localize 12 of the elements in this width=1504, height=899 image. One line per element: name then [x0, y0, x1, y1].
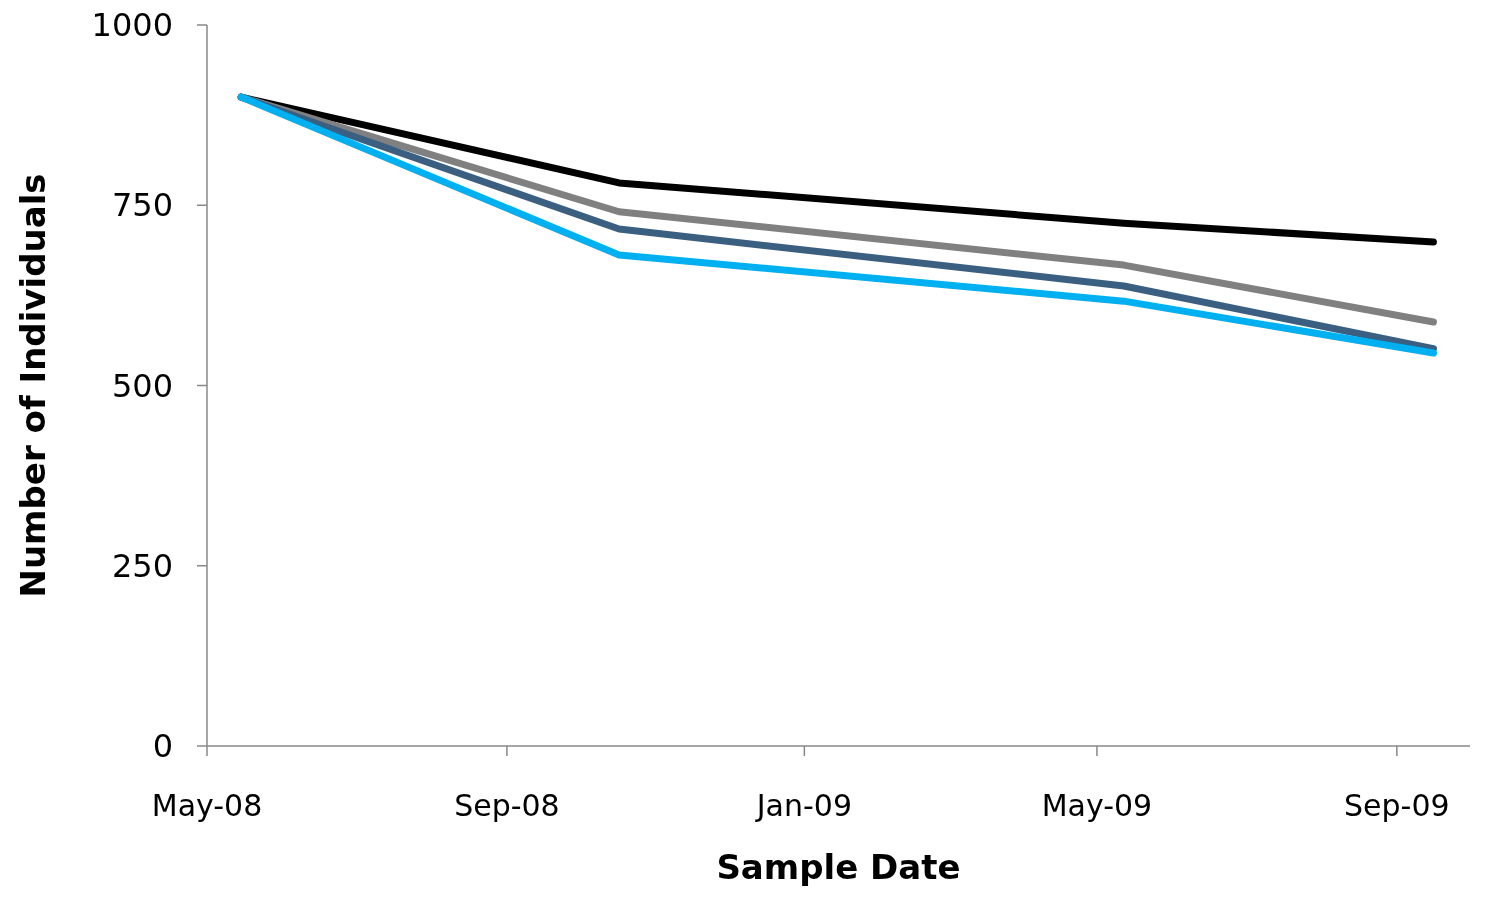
y-axis-title: Number of Individuals — [13, 173, 53, 598]
x-tick-label: May-09 — [1041, 788, 1153, 823]
x-axis-title: Sample Date — [716, 847, 961, 887]
y-tick-label: 1000 — [91, 6, 173, 45]
x-tick-label: Sep-09 — [1344, 788, 1450, 823]
x-tick-label: Jan-09 — [754, 788, 852, 823]
y-tick-label: 750 — [111, 186, 173, 225]
x-tick-label: Sep-08 — [454, 788, 560, 823]
y-tick-label: 500 — [111, 366, 173, 405]
x-tick-label: May-08 — [151, 788, 263, 823]
y-tick-label: 0 — [152, 727, 173, 766]
y-tick-label: 250 — [111, 546, 173, 585]
